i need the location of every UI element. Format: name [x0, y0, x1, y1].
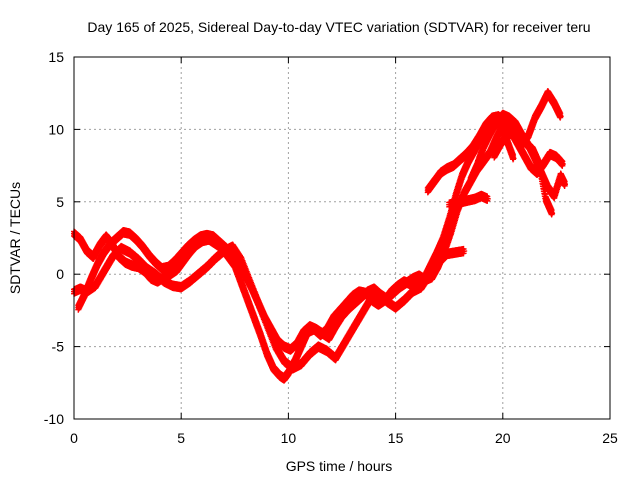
- x-tick-label: 10: [281, 430, 297, 446]
- y-axis-label: SDTVAR / TECUs: [7, 182, 23, 294]
- y-tick-label: -10: [44, 411, 64, 427]
- x-tick-label: 15: [388, 430, 404, 446]
- x-tick-labels: 0 5 10 15 20 25: [70, 430, 618, 446]
- x-tick-label: 25: [602, 430, 618, 446]
- chart-title: Day 165 of 2025, Sidereal Day-to-day VTE…: [87, 19, 590, 35]
- grid-lines: [74, 57, 610, 419]
- x-tick-label: 5: [177, 430, 185, 446]
- y-tick-label: 15: [48, 49, 64, 65]
- data-points: [71, 88, 568, 384]
- x-tick-label: 0: [70, 430, 78, 446]
- x-tick-label: 20: [495, 430, 511, 446]
- y-tick-label: -5: [52, 339, 65, 355]
- y-tick-label: 5: [56, 194, 64, 210]
- x-axis-label: GPS time / hours: [286, 458, 393, 474]
- axis-ticks: [73, 56, 611, 420]
- y-tick-labels: -10 -5 0 5 10 15: [44, 49, 64, 427]
- y-tick-label: 0: [56, 266, 64, 282]
- y-tick-label: 10: [48, 121, 64, 137]
